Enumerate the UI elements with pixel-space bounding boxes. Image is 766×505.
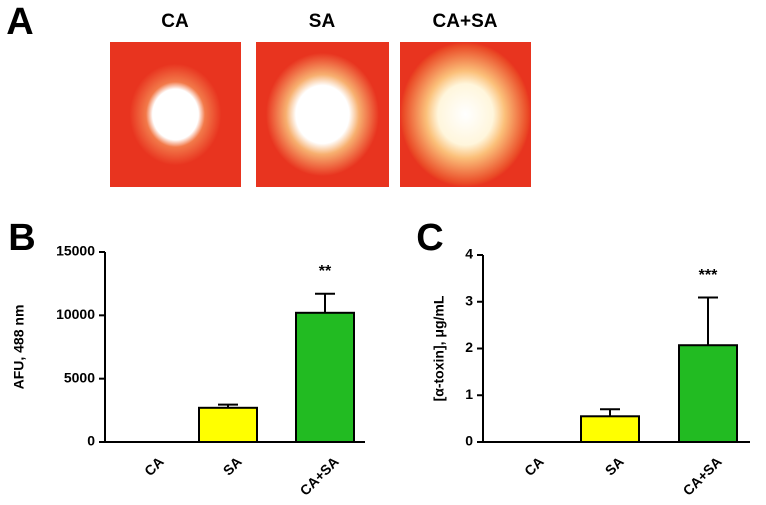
- significance: **: [319, 263, 332, 280]
- plate-image: [110, 42, 241, 187]
- bar: [198, 406, 258, 443]
- y-tick-label: 0: [87, 433, 95, 449]
- bar: [580, 415, 640, 444]
- y-tick-label: 1: [465, 386, 473, 402]
- y-tick-label: 15000: [56, 243, 95, 259]
- y-tick-label: 0: [465, 433, 473, 449]
- y-tick-label: 4: [465, 246, 473, 262]
- panel-label: B: [8, 217, 35, 259]
- plate-image: [256, 42, 389, 187]
- plate-image: [400, 42, 531, 187]
- x-tick-label: CA+SA: [297, 453, 342, 498]
- error-bar: [218, 403, 238, 408]
- error-bar: [600, 408, 620, 417]
- y-tick-label: 2: [465, 339, 473, 355]
- panel-label: C: [416, 217, 443, 259]
- y-tick-label: 3: [465, 292, 473, 308]
- x-tick-label: CA: [141, 453, 167, 479]
- plate-title: CA+SA: [433, 11, 498, 32]
- x-tick-label: SA: [602, 453, 627, 478]
- bar: [295, 311, 355, 443]
- x-tick-label: CA: [521, 453, 547, 479]
- panel-label: A: [6, 1, 33, 43]
- bar: [678, 344, 738, 444]
- significance: ***: [699, 267, 718, 284]
- x-tick-label: CA+SA: [680, 453, 725, 498]
- plate-title: SA: [309, 11, 336, 32]
- y-tick-label: 5000: [64, 369, 95, 385]
- error-bar: [315, 292, 335, 313]
- y-tick-label: 10000: [56, 306, 95, 322]
- y-axis-title: AFU, 488 nm: [11, 305, 27, 390]
- x-tick-label: SA: [220, 453, 245, 478]
- plate-title: CA: [161, 11, 189, 32]
- y-axis-title: [α-toxin], μg/mL: [431, 295, 447, 401]
- error-bar: [698, 296, 718, 346]
